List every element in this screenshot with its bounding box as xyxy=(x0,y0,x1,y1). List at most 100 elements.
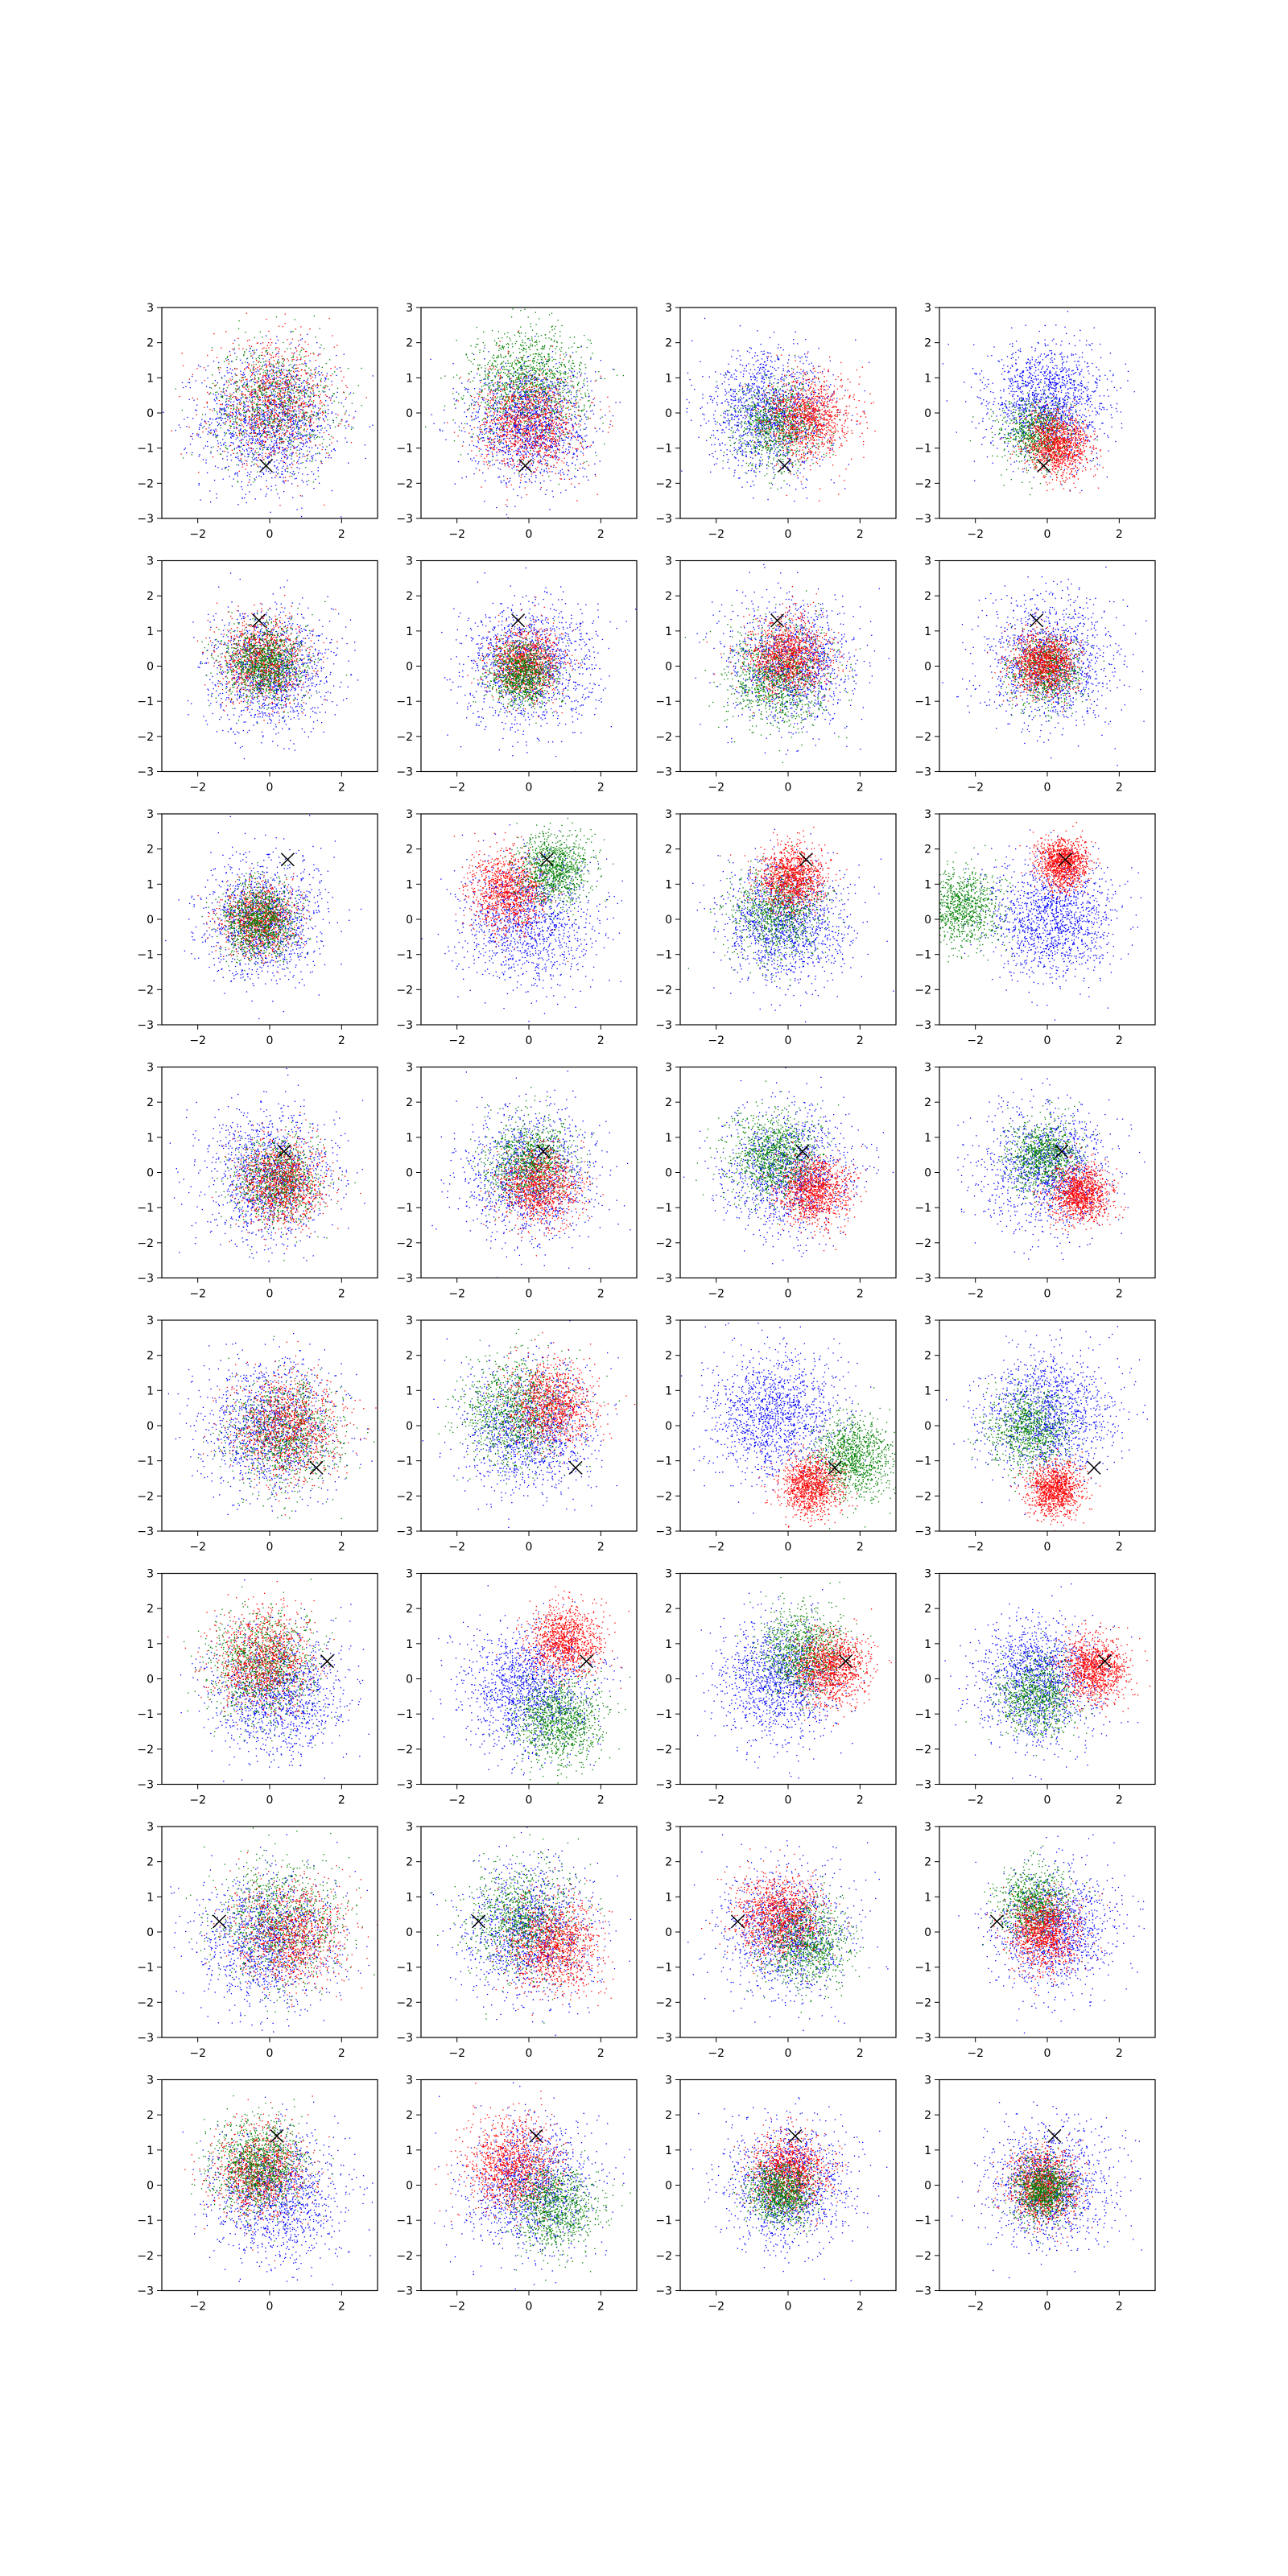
scatter-point xyxy=(212,374,213,375)
scatter-point xyxy=(244,420,245,421)
scatter-point xyxy=(293,365,294,366)
scatter-point xyxy=(518,374,519,375)
scatter-point xyxy=(183,387,184,388)
scatter-point xyxy=(285,401,286,402)
scatter-point xyxy=(282,363,283,364)
scatter-point xyxy=(254,391,255,392)
scatter-point xyxy=(312,406,313,407)
scatter-point xyxy=(523,388,524,389)
scatter-point xyxy=(261,381,262,382)
scatter-point xyxy=(300,340,301,341)
scatter-point xyxy=(228,429,229,430)
scatter-point xyxy=(271,433,272,434)
scatter-point xyxy=(239,447,240,448)
scatter-point xyxy=(277,393,278,394)
scatter-point xyxy=(294,474,295,475)
scatter-point xyxy=(282,420,283,421)
scatter-point xyxy=(267,434,268,435)
scatter-point xyxy=(274,401,275,402)
scatter-point xyxy=(514,360,515,361)
scatter-point xyxy=(525,402,526,403)
scatter-point xyxy=(262,433,263,434)
scatter-point xyxy=(353,393,354,394)
scatter-point xyxy=(241,414,242,415)
scatter-point xyxy=(266,493,267,494)
scatter-point xyxy=(192,439,193,440)
scatter-point xyxy=(253,419,254,420)
scatter-point xyxy=(590,381,591,382)
scatter-point xyxy=(259,414,260,415)
scatter-point xyxy=(283,425,284,426)
scatter-point xyxy=(201,382,202,383)
scatter-point xyxy=(206,386,207,387)
scatter-point xyxy=(312,455,313,456)
scatter-point xyxy=(574,366,575,367)
scatter-point xyxy=(289,476,290,477)
scatter-point xyxy=(534,358,535,359)
scatter-point xyxy=(308,388,309,389)
scatter-point xyxy=(269,370,270,371)
scatter-point xyxy=(298,433,299,434)
scatter-point xyxy=(263,441,264,442)
scatter-point xyxy=(325,400,326,401)
scatter-point xyxy=(326,446,327,447)
scatter-point xyxy=(309,328,310,329)
scatter-point xyxy=(309,383,310,384)
scatter-point xyxy=(503,372,504,373)
scatter-point xyxy=(274,365,275,366)
scatter-point xyxy=(534,372,535,373)
scatter-point xyxy=(222,451,223,452)
scatter-point xyxy=(269,354,270,355)
scatter-point xyxy=(602,417,603,418)
scatter-point xyxy=(491,415,492,416)
scatter-point xyxy=(554,382,555,383)
scatter-point xyxy=(330,368,331,369)
scatter-point xyxy=(290,348,291,349)
scatter-point xyxy=(278,421,279,422)
scatter-point xyxy=(182,382,183,383)
scatter-point xyxy=(523,355,524,356)
scatter-point xyxy=(512,344,513,345)
scatter-point xyxy=(225,413,226,414)
scatter-point xyxy=(256,371,257,372)
scatter-point xyxy=(576,390,577,391)
scatter-point xyxy=(274,397,275,398)
scatter-point xyxy=(259,374,260,375)
scatter-point xyxy=(271,441,272,442)
scatter-point xyxy=(528,338,529,339)
scatter-point xyxy=(278,362,279,363)
scatter-point xyxy=(246,434,247,435)
scatter-point xyxy=(260,343,261,344)
scatter-point xyxy=(254,429,255,430)
scatter-point xyxy=(565,374,566,375)
scatter-point xyxy=(282,366,283,367)
scatter-point xyxy=(300,409,301,410)
scatter-point xyxy=(227,448,228,449)
scatter-point xyxy=(220,408,221,409)
scatter-point xyxy=(557,342,558,343)
scatter-point xyxy=(328,397,329,398)
scatter-point xyxy=(507,374,508,375)
scatter-point xyxy=(267,421,268,422)
scatter-point xyxy=(206,423,207,424)
scatter-point xyxy=(310,421,311,422)
scatter-point xyxy=(307,484,308,485)
scatter-point xyxy=(324,421,325,422)
y-tick-label: −3 xyxy=(137,513,154,526)
scatter-point xyxy=(313,415,314,416)
scatter-point xyxy=(536,342,537,343)
scatter-point xyxy=(222,439,223,440)
scatter-point xyxy=(310,403,311,404)
scatter-point xyxy=(265,389,266,390)
scatter-point xyxy=(508,347,509,348)
scatter-point xyxy=(287,428,288,429)
scatter-point xyxy=(260,424,261,425)
scatter-point xyxy=(507,332,508,333)
scatter-point xyxy=(248,367,249,368)
scatter-point xyxy=(329,425,330,426)
scatter-point xyxy=(318,371,319,372)
scatter-point xyxy=(301,434,302,435)
scatter-point xyxy=(575,400,576,401)
scatter-point xyxy=(542,373,543,374)
scatter-point xyxy=(217,425,218,426)
